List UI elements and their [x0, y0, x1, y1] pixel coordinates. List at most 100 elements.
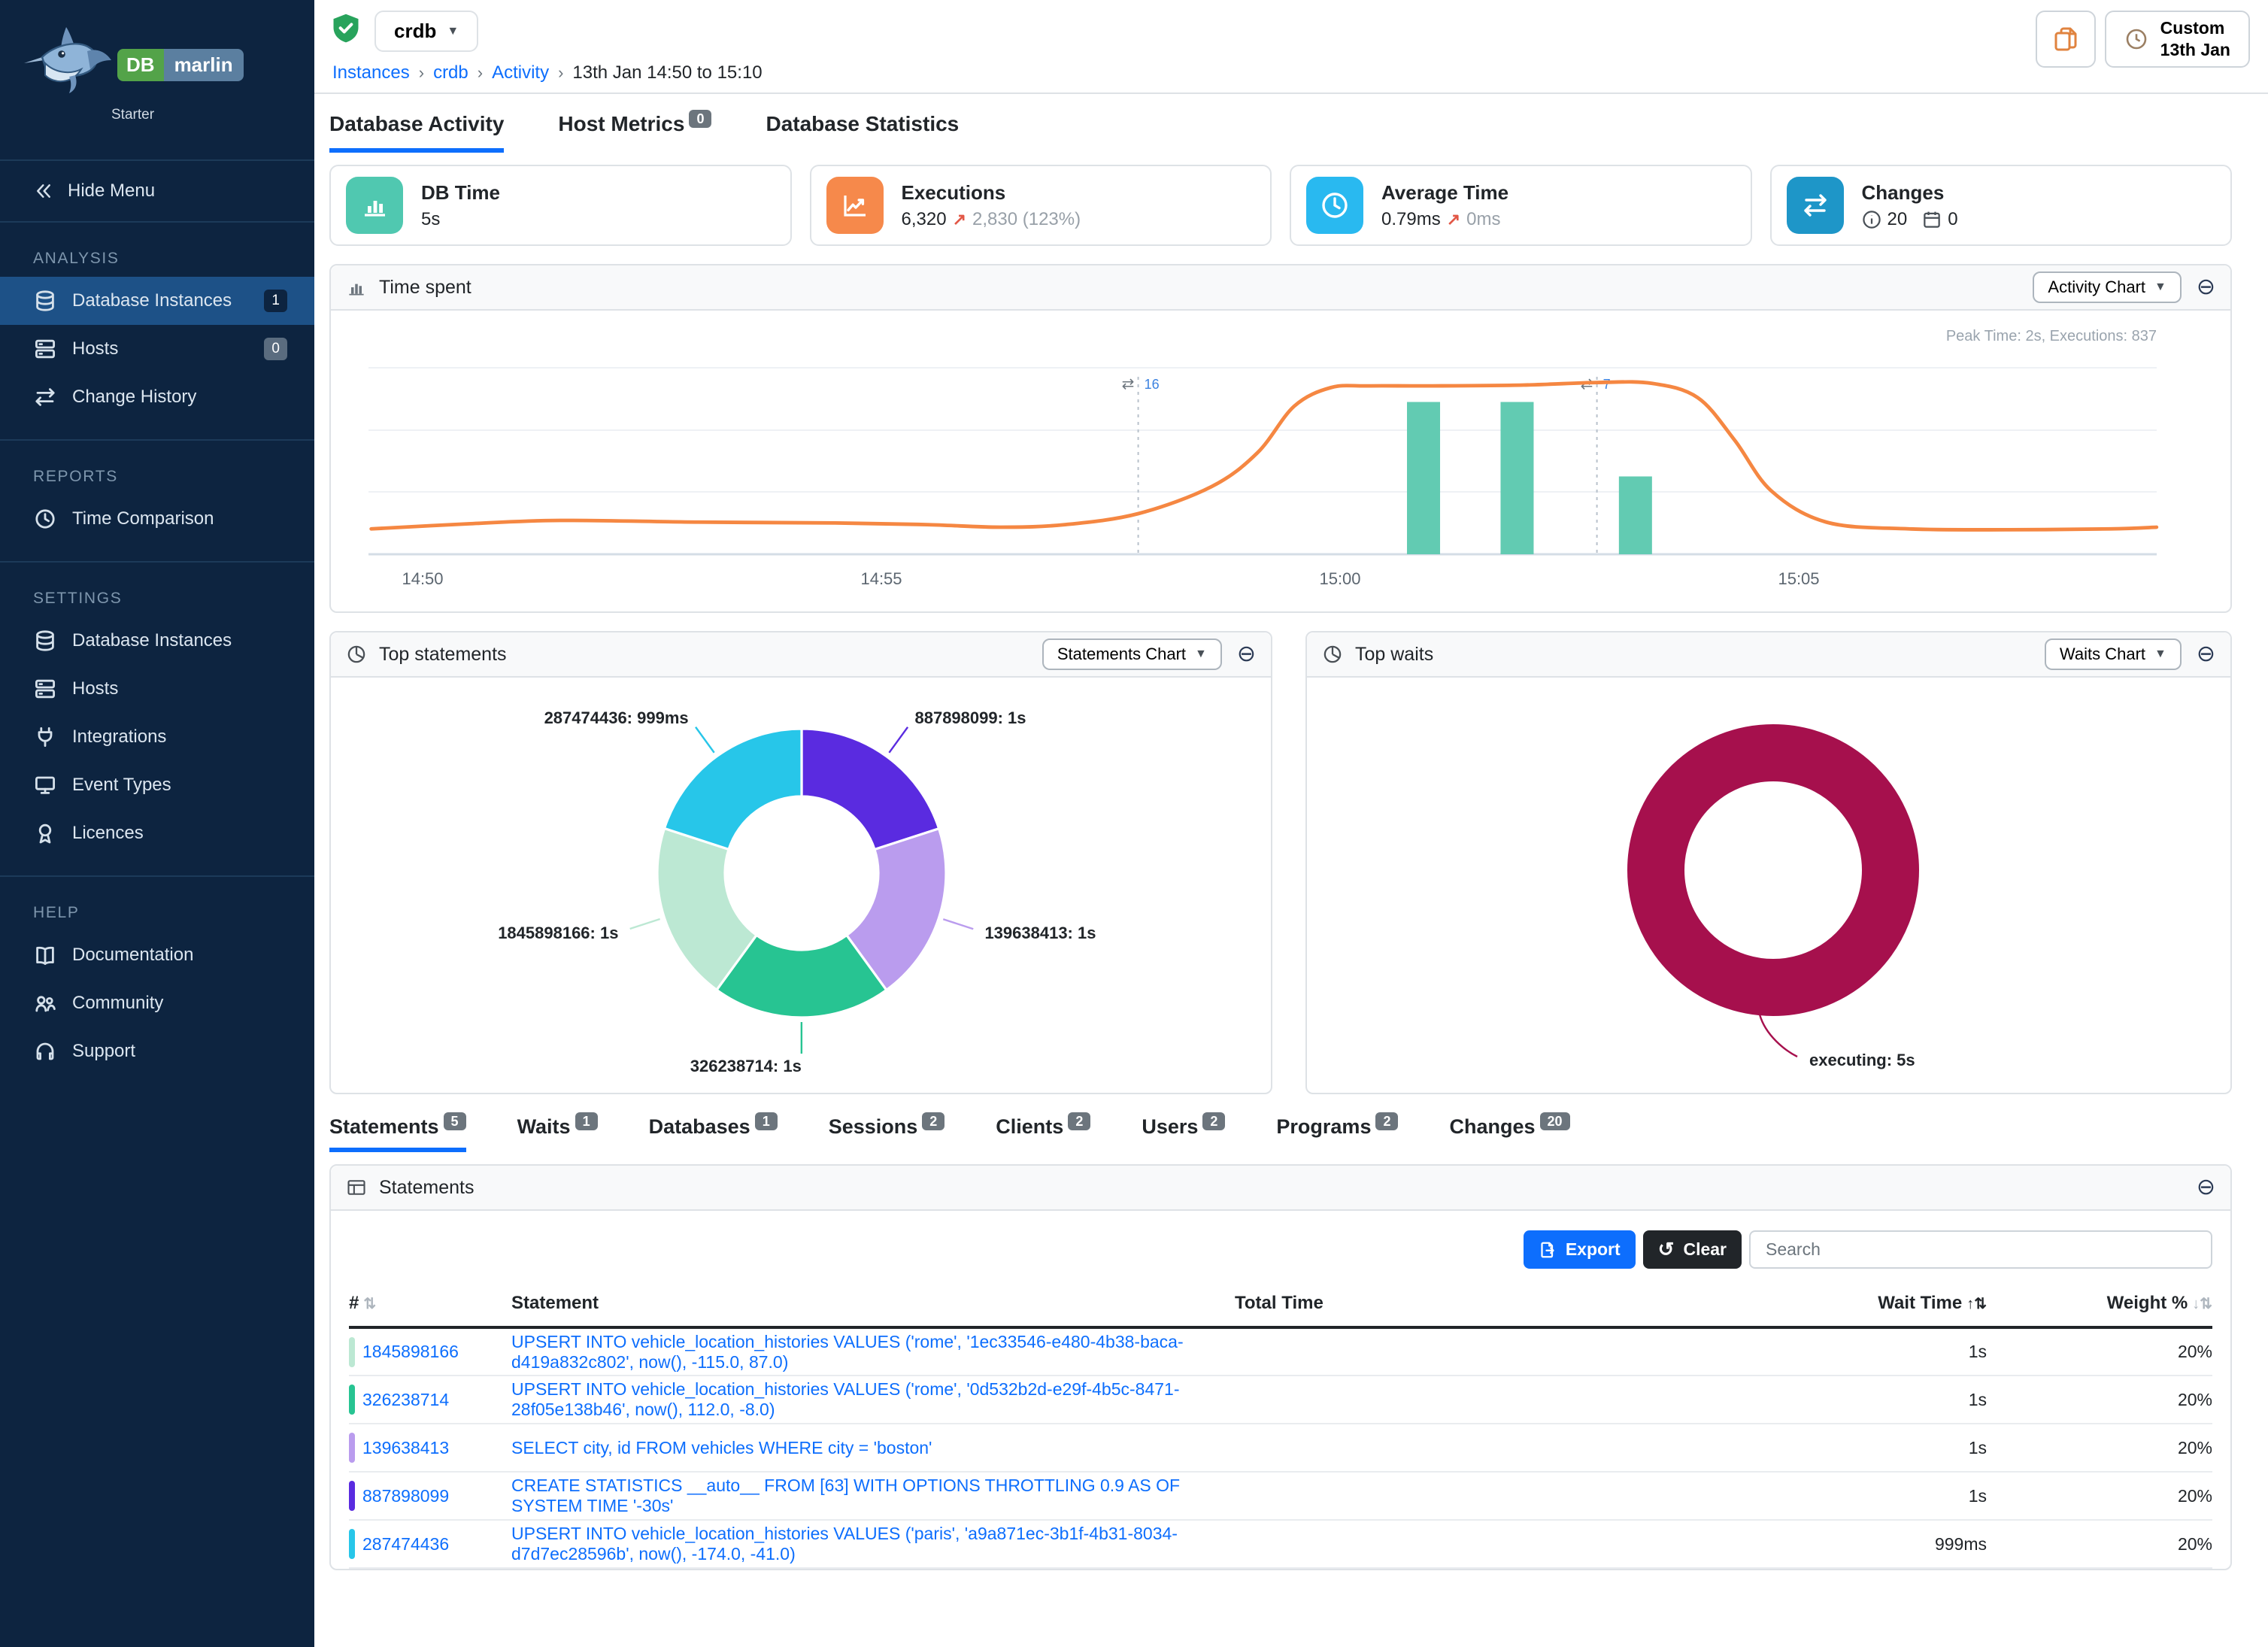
detail-tab-waits[interactable]: Waits 1 — [517, 1112, 598, 1152]
donut-segment[interactable] — [663, 727, 803, 851]
col-statement[interactable]: Statement — [511, 1293, 599, 1313]
statements-chart-selector[interactable]: Statements Chart ▼ — [1042, 638, 1222, 670]
sidebar-item-hosts[interactable]: Hosts — [0, 665, 314, 713]
detail-tab-clients[interactable]: Clients 2 — [996, 1112, 1091, 1152]
kpi-value: 6,320 — [901, 208, 947, 229]
detail-tab-label: Waits — [517, 1115, 571, 1138]
copy-link-button[interactable] — [2035, 11, 2096, 68]
trend-up-icon: ↗ — [1446, 209, 1461, 229]
collapse-icon[interactable]: ⊖ — [2196, 642, 2215, 666]
statement-id-link[interactable]: 887898099 — [362, 1485, 450, 1506]
sidebar-item-label: Time Comparison — [72, 508, 214, 529]
donut-segment[interactable] — [656, 827, 759, 992]
export-button[interactable]: Export — [1523, 1230, 1636, 1269]
detail-tab-badge: 1 — [575, 1112, 598, 1130]
statements-table: # ⇅ Statement Total Time Wait Time ↑⇅ Weig… — [349, 1284, 2212, 1569]
clock-icon — [35, 509, 55, 529]
statement-id-link[interactable]: 139638413 — [362, 1437, 450, 1457]
collapse-icon[interactable]: ⊖ — [1236, 642, 1256, 666]
collapse-icon[interactable]: ⊖ — [2196, 274, 2215, 299]
kpi-calendar-count: 0 — [1948, 208, 1958, 229]
donut-segment[interactable] — [800, 727, 941, 851]
col-total-time[interactable]: Total Time — [1235, 1293, 1324, 1313]
tab-host-metrics[interactable]: Host Metrics 0 — [558, 110, 712, 153]
sidebar-item-hosts[interactable]: Hosts 0 — [0, 325, 314, 373]
sidebar-item-label: Licences — [72, 823, 144, 843]
breadcrumb-item[interactable]: Activity — [492, 62, 550, 83]
brand-db-badge: DB — [117, 48, 164, 81]
clear-button[interactable]: ↺ Clear — [1642, 1230, 1742, 1269]
detail-tab-users[interactable]: Users 2 — [1142, 1112, 1226, 1152]
statement-id-link[interactable]: 326238714 — [362, 1389, 450, 1409]
chevron-down-icon: ▼ — [447, 24, 459, 38]
top-waits-donut[interactable]: executing: 5s — [1307, 678, 2230, 1093]
sort-icon[interactable]: ⇅ — [363, 1296, 377, 1312]
detail-tab-badge: 2 — [1202, 1112, 1226, 1130]
kpi-title: Average Time — [1381, 180, 1509, 204]
sidebar: DB marlin Starter Hide Menu ANALYSIS Data… — [0, 0, 314, 1647]
donut-segment[interactable] — [844, 827, 948, 992]
sidebar-item-time-comparison[interactable]: Time Comparison — [0, 495, 314, 543]
sidebar-item-label: Hosts — [72, 338, 119, 359]
time-range-button[interactable]: Custom 13th Jan — [2104, 11, 2250, 68]
instance-selector[interactable]: crdb ▼ — [374, 11, 479, 52]
breadcrumb-item[interactable]: crdb — [433, 62, 468, 83]
sidebar-item-documentation[interactable]: Documentation — [0, 931, 314, 979]
sidebar-item-integrations[interactable]: Integrations — [0, 713, 314, 761]
detail-tab-programs[interactable]: Programs 2 — [1276, 1112, 1399, 1152]
sidebar-item-event-types[interactable]: Event Types — [0, 761, 314, 809]
statement-sql-link[interactable]: SELECT city, id FROM vehicles WHERE city… — [511, 1437, 932, 1457]
col-hash[interactable]: # — [349, 1293, 359, 1313]
search-input[interactable] — [1749, 1230, 2212, 1269]
statement-id-link[interactable]: 287474436 — [362, 1533, 450, 1554]
sort-icon[interactable]: ↓⇅ — [2192, 1296, 2212, 1312]
statement-id-link[interactable]: 1845898166 — [362, 1342, 459, 1361]
swap-icon — [35, 388, 55, 406]
detail-tab-label: Changes — [1449, 1115, 1536, 1138]
sidebar-item-database-instances[interactable]: Database Instances — [0, 617, 314, 665]
detail-tab-label: Databases — [648, 1115, 750, 1138]
donut-segment[interactable] — [1627, 724, 1919, 1016]
col-wait-time[interactable]: Wait Time — [1878, 1293, 1963, 1313]
donut-segment[interactable] — [714, 933, 889, 1019]
detail-tab-statements[interactable]: Statements 5 — [329, 1112, 466, 1152]
statement-sql-link[interactable]: UPSERT INTO vehicle_location_histories V… — [511, 1524, 1178, 1564]
waits-chart-selector[interactable]: Waits Chart ▼ — [2044, 638, 2182, 670]
donut-label: 1845898166: 1s — [498, 924, 618, 942]
tab-database-statistics[interactable]: Database Statistics — [766, 112, 959, 153]
detail-tab-changes[interactable]: Changes 20 — [1449, 1112, 1570, 1152]
statement-sql-link[interactable]: UPSERT INTO vehicle_location_histories V… — [511, 1379, 1180, 1419]
table-row: 1845898166 UPSERT INTO vehicle_location_… — [349, 1327, 2212, 1376]
time-spent-chart[interactable]: ⇄ 16 ⇄ 7 14:50 14:55 15:00 15:05 Peak Time: 2s, … — [331, 311, 2230, 611]
chevron-down-icon: ▼ — [2154, 648, 2166, 660]
kpi-info-count: 20 — [1887, 208, 1908, 229]
bar-chart-icon — [349, 284, 364, 296]
sort-asc-icon[interactable]: ↑⇅ — [1966, 1296, 1987, 1312]
activity-chart-selector[interactable]: Activity Chart ▼ — [2033, 271, 2182, 303]
svg-text:7: 7 — [1603, 377, 1611, 392]
detail-tab-label: Users — [1142, 1115, 1199, 1138]
detail-tab-databases[interactable]: Databases 1 — [648, 1112, 778, 1152]
statement-sql-link[interactable]: CREATE STATISTICS __auto__ FROM [63] WIT… — [511, 1476, 1181, 1515]
sidebar-item-support[interactable]: Support — [0, 1027, 314, 1075]
sidebar-item-community[interactable]: Community — [0, 979, 314, 1027]
collapse-icon[interactable]: ⊖ — [2196, 1175, 2215, 1200]
sidebar-item-label: Community — [72, 993, 164, 1013]
kpi-title: DB Time — [421, 180, 500, 204]
sidebar-item-licences[interactable]: Licences — [0, 809, 314, 857]
top-statements-donut[interactable]: 887898099: 1s 139638413: 1s 326238714: 1s 1… — [331, 678, 1271, 1093]
weight-value: 20% — [2177, 1342, 2212, 1361]
sidebar-item-database-instances[interactable]: Database Instances 1 — [0, 277, 314, 325]
hide-menu-button[interactable]: Hide Menu — [0, 161, 314, 223]
statement-sql-link[interactable]: UPSERT INTO vehicle_location_histories V… — [511, 1331, 1184, 1372]
brand-marlin-badge: marlin — [163, 48, 244, 81]
sidebar-item-label: Database Instances — [72, 290, 232, 311]
sidebar-item-badge: 0 — [264, 338, 287, 360]
sidebar-item-change-history[interactable]: Change History — [0, 373, 314, 421]
top-waits-title: Top waits — [1355, 643, 1434, 665]
database-icon — [36, 630, 54, 651]
breadcrumb-item[interactable]: Instances — [332, 62, 410, 83]
col-weight[interactable]: Weight % — [2106, 1293, 2188, 1313]
tab-database-activity[interactable]: Database Activity — [329, 112, 505, 153]
detail-tab-sessions[interactable]: Sessions 2 — [829, 1112, 945, 1152]
